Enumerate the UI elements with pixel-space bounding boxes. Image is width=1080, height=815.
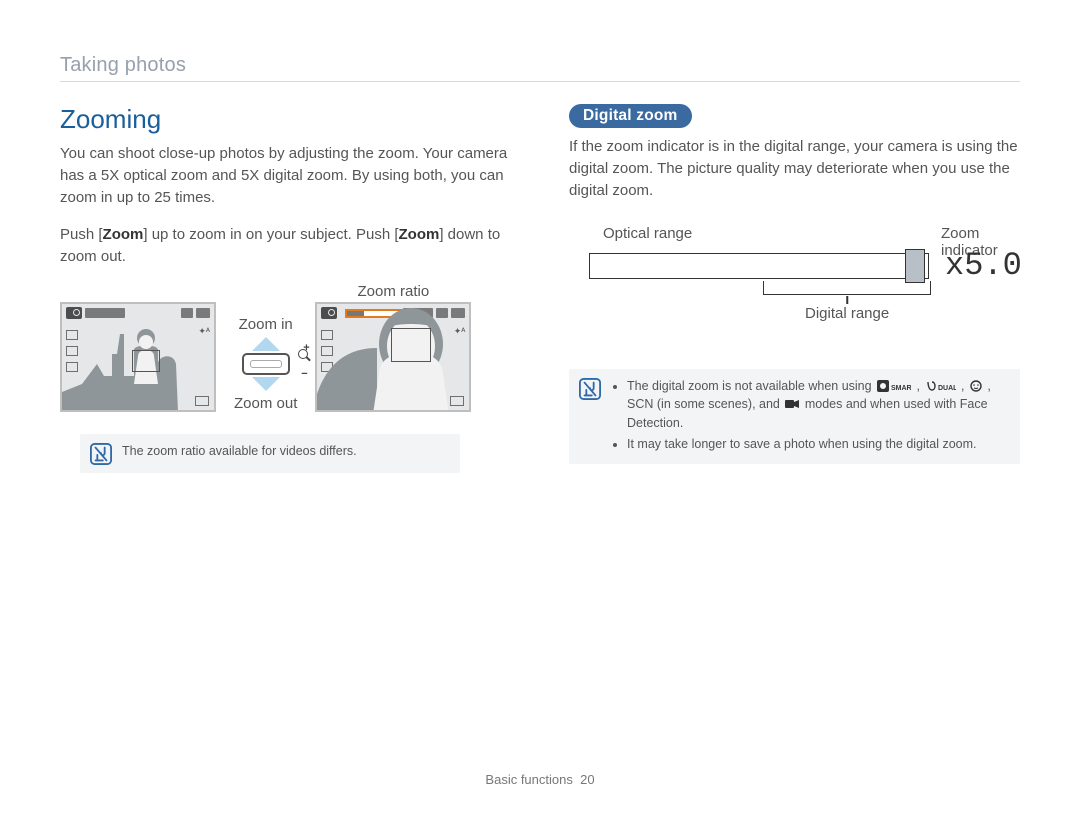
text: The digital zoom is not available when u…	[627, 379, 875, 393]
digital-range-bracket	[763, 281, 931, 295]
right-column: Digital zoom If the zoom indicator is in…	[569, 104, 1020, 473]
arrow-up-icon	[252, 337, 280, 351]
zoom-value: x5.0	[945, 247, 1022, 284]
section-rule	[60, 81, 1020, 82]
zoom-keyword: Zoom	[103, 226, 144, 243]
digital-zoom-pill: Digital zoom	[569, 104, 692, 128]
zoom-indicator-marker	[905, 249, 925, 283]
zoom-keyword: Zoom	[399, 226, 440, 243]
zoom-rocker-icon	[242, 353, 290, 375]
note-box: The digital zoom is not available when u…	[569, 369, 1020, 464]
optical-range-label: Optical range	[603, 225, 692, 242]
zoom-range-bar	[589, 253, 929, 279]
breadcrumb: Taking photos	[60, 54, 1020, 77]
movie-mode-icon	[785, 398, 799, 410]
text: Push [	[60, 226, 103, 243]
focus-box	[391, 328, 431, 362]
focus-box	[132, 350, 160, 372]
text: ,	[917, 379, 924, 393]
zoom-ratio-label: Zoom ratio	[358, 283, 430, 300]
footer-page-number: 20	[580, 772, 594, 787]
zoom-out-label: Zoom out	[234, 395, 297, 412]
beauty-mode-icon	[970, 380, 982, 392]
note-icon	[579, 378, 601, 400]
note-item: The digital zoom is not available when u…	[627, 377, 1010, 431]
digital-zoom-paragraph: If the zoom indicator is in the digital …	[569, 136, 1020, 201]
text: ,	[987, 379, 990, 393]
text: ,	[961, 379, 968, 393]
note-box: The zoom ratio available for videos diff…	[80, 434, 460, 473]
dual-mode-icon: DUAL	[926, 380, 956, 392]
page-footer: Basic functions 20	[0, 772, 1080, 787]
svg-text:DUAL: DUAL	[938, 385, 956, 392]
note-icon	[90, 443, 112, 465]
left-column: Zooming You can shoot close-up photos by…	[60, 104, 511, 473]
zoom-control-figure: Zoom in + − Zoom out	[234, 316, 297, 412]
lcd-preview-wide: ✦ᴬ	[60, 302, 216, 412]
smart-mode-icon: SMART	[877, 380, 911, 392]
text: .	[680, 416, 683, 430]
zoom-range-diagram: Optical range Zoom indicator x5.0 Digita…	[569, 219, 1020, 331]
text: modes and when used with	[805, 397, 960, 411]
arrow-down-icon	[252, 377, 280, 391]
note-text: The zoom ratio available for videos diff…	[122, 442, 357, 460]
zoom-intro-paragraph: You can shoot close-up photos by adjusti…	[60, 143, 511, 208]
lcd-preview-zoomed: 5.0 ✦ᴬ	[315, 302, 471, 412]
zoom-figure-row: ✦ᴬ	[60, 282, 511, 412]
digital-range-label: Digital range	[805, 305, 889, 322]
zoom-plus-minus: + −	[298, 349, 308, 368]
text: ] up to zoom in on your subject. Push [	[143, 226, 398, 243]
note-item: It may take longer to save a photo when …	[627, 435, 1010, 453]
section-title: Zooming	[60, 104, 511, 135]
scn-keyword: SCN	[627, 397, 653, 411]
zoom-push-paragraph: Push [Zoom] up to zoom in on your subjec…	[60, 224, 511, 268]
footer-section: Basic functions	[485, 772, 572, 787]
text: (in some scenes), and	[657, 397, 783, 411]
zoom-in-label: Zoom in	[239, 316, 293, 333]
svg-text:SMART: SMART	[891, 385, 911, 392]
